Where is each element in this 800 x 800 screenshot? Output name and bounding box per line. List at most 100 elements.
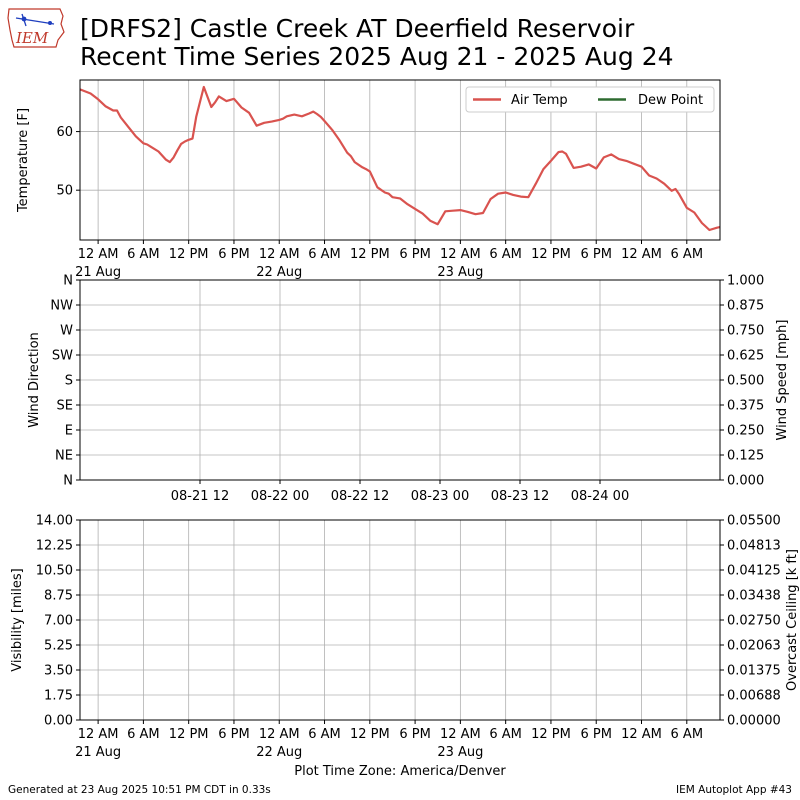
visibility-x-tick-label: 12 PM (531, 727, 571, 742)
timezone-label: Plot Time Zone: America/Denver (294, 764, 506, 779)
ceiling-tick-label: 0.01375 (727, 664, 781, 679)
visibility-x-tick-label: 6 PM (580, 727, 611, 742)
legend-label-dew-point: Dew Point (638, 93, 703, 108)
wind-direction-tick-label: SW (52, 349, 73, 364)
temperature-x-tick-label: 12 AM (440, 247, 481, 262)
temperature-x-tick-label: 6 AM (127, 247, 160, 262)
ceiling-tick-label: 0.04125 (727, 564, 781, 579)
wind-direction-tick-label: NW (50, 299, 73, 314)
visibility-x-tick-label: 12 AM (440, 727, 481, 742)
visibility-tick-label: 14.00 (36, 514, 73, 529)
temperature-x-tick-label: 12 PM (350, 247, 390, 262)
wind-x-tick-label: 08-22 00 (251, 489, 309, 504)
visibility-x-tick-label: 6 AM (308, 727, 341, 742)
wind-speed-tick-label: 0.250 (727, 424, 764, 439)
visibility-x-date-label: 22 Aug (256, 745, 302, 760)
visibility-x-tick-label: 12 PM (350, 727, 390, 742)
wind-direction-tick-label: N (63, 474, 73, 489)
title-line-1: [DRFS2] Castle Creek AT Deerfield Reserv… (80, 14, 635, 43)
visibility-x-tick-label: 6 AM (489, 727, 522, 742)
ceiling-tick-label: 0.02063 (727, 639, 781, 654)
temperature-x-tick-label: 6 AM (308, 247, 341, 262)
wind-direction-axis-label: Wind Direction (27, 332, 42, 428)
visibility-axis-label: Visibility [miles] (10, 568, 25, 671)
temperature-x-tick-label: 6 AM (489, 247, 522, 262)
visibility-tick-label: 12.25 (36, 539, 73, 554)
chart-legend: Air Temp Dew Point (465, 86, 715, 113)
visibility-x-date-label: 23 Aug (437, 745, 483, 760)
wind-x-tick-label: 08-23 12 (491, 489, 549, 504)
wind-speed-tick-label: 0.625 (727, 349, 764, 364)
wind-speed-axis-label: Wind Speed [mph] (775, 320, 790, 441)
page-title: [DRFS2] Castle Creek AT Deerfield Reserv… (80, 15, 674, 71)
wind-speed-tick-label: 0.500 (727, 374, 764, 389)
temperature-x-tick-label: 12 AM (621, 247, 662, 262)
wind-speed-tick-label: 0.000 (727, 474, 764, 489)
visibility-x-tick-label: 12 AM (259, 727, 300, 742)
wind-direction-tick-label: E (65, 424, 73, 439)
visibility-tick-label: 8.75 (44, 589, 73, 604)
visibility-x-tick-label: 6 PM (399, 727, 430, 742)
temperature-x-tick-label: 12 AM (78, 247, 119, 262)
visibility-x-tick-label: 6 PM (218, 727, 249, 742)
visibility-tick-label: 10.50 (36, 564, 73, 579)
series-line-air-temp (79, 85, 721, 232)
temperature-x-tick-label: 6 PM (399, 247, 430, 262)
temperature-y-tick-label: 50 (56, 184, 73, 199)
ceiling-axis-label: Overcast Ceiling [k ft] (785, 549, 800, 691)
ceiling-tick-label: 0.04813 (727, 539, 781, 554)
app-note: IEM Autoplot App #43 (676, 784, 792, 796)
wind-speed-tick-label: 0.125 (727, 449, 764, 464)
wind-speed-tick-label: 0.750 (727, 324, 764, 339)
wind-grid (80, 279, 720, 481)
visibility-x-tick-label: 6 AM (671, 727, 704, 742)
generated-note: Generated at 23 Aug 2025 10:51 PM CDT in… (8, 784, 271, 796)
visibility-x-tick-label: 12 AM (621, 727, 662, 742)
temperature-x-tick-label: 12 PM (531, 247, 571, 262)
wind-x-tick-label: 08-22 12 (331, 489, 389, 504)
temperature-x-tick-label: 6 PM (580, 247, 611, 262)
visibility-x-date-label: 21 Aug (75, 745, 121, 760)
wind-speed-tick-label: 0.875 (727, 299, 764, 314)
wind-x-tick-label: 08-24 00 (571, 489, 629, 504)
visibility-tick-label: 1.75 (44, 689, 73, 704)
temperature-x-tick-label: 6 AM (671, 247, 704, 262)
temperature-axis-label: Temperature [F] (16, 108, 31, 213)
visibility-x-tick-label: 12 AM (78, 727, 119, 742)
temperature-x-date-label: 21 Aug (75, 265, 121, 280)
temperature-plot-frame (79, 79, 721, 241)
temperature-x-date-label: 23 Aug (437, 265, 483, 280)
temperature-x-date-label: 22 Aug (256, 265, 302, 280)
ceiling-tick-label: 0.00000 (727, 714, 781, 729)
visibility-tick-label: 5.25 (44, 639, 73, 654)
visibility-x-tick-label: 12 PM (169, 727, 209, 742)
title-line-2: Recent Time Series 2025 Aug 21 - 2025 Au… (80, 42, 674, 71)
ceiling-tick-label: 0.03438 (727, 589, 781, 604)
wind-direction-tick-label: N (63, 274, 73, 289)
wind-x-tick-label: 08-23 00 (411, 489, 469, 504)
visibility-grid (80, 519, 720, 721)
visibility-tick-label: 7.00 (44, 614, 73, 629)
legend-box (465, 86, 715, 113)
ceiling-tick-label: 0.00688 (727, 689, 781, 704)
logo-text: IEM (16, 29, 49, 47)
ceiling-tick-label: 0.02750 (727, 614, 781, 629)
temperature-x-tick-label: 12 PM (169, 247, 209, 262)
wind-direction-tick-label: S (65, 374, 73, 389)
wind-direction-tick-label: SE (57, 399, 73, 414)
iem-logo: IEM (6, 6, 66, 50)
ceiling-tick-label: 0.05500 (727, 514, 781, 529)
temperature-x-tick-label: 6 PM (218, 247, 249, 262)
temperature-y-tick-label: 60 (56, 125, 73, 140)
visibility-tick-label: 0.00 (44, 714, 73, 729)
wind-speed-tick-label: 1.000 (727, 274, 764, 289)
temperature-x-tick-label: 12 AM (259, 247, 300, 262)
visibility-x-tick-label: 6 AM (127, 727, 160, 742)
wind-x-tick-label: 08-21 12 (171, 489, 229, 504)
wind-speed-tick-label: 0.375 (727, 399, 764, 414)
wind-direction-tick-label: W (60, 324, 73, 339)
visibility-tick-label: 3.50 (44, 664, 73, 679)
wind-direction-tick-label: NE (55, 449, 73, 464)
legend-label-air-temp: Air Temp (511, 93, 568, 108)
